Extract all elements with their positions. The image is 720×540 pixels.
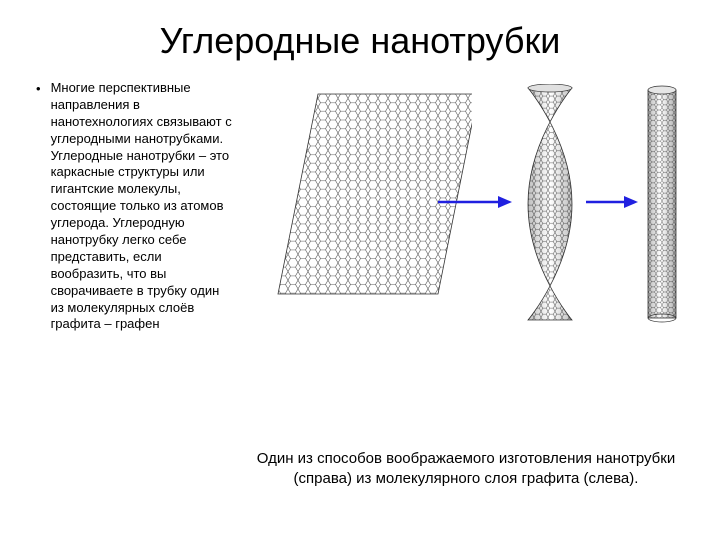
right-column: Один из способов воображаемого изготовле… [248,80,684,516]
arrow-right-icon [584,192,642,212]
bullet-item: • Многие перспективные направления в нан… [36,80,236,333]
content-row: • Многие перспективные направления в нан… [36,80,684,516]
left-column: • Многие перспективные направления в нан… [36,80,236,516]
slide-title: Углеродные нанотрубки [36,20,684,62]
body-paragraph: Многие перспективные направления в нанот… [51,80,236,333]
slide: Углеродные нанотрубки • Многие перспекти… [0,0,720,540]
bullet-dot-icon: • [36,80,41,333]
figure [248,80,684,449]
arrow-right-icon [436,192,516,212]
twisted-ribbon-icon [520,84,580,324]
nanotube-icon [644,84,680,324]
figure-caption: Один из способов воображаемого изготовле… [248,449,684,516]
